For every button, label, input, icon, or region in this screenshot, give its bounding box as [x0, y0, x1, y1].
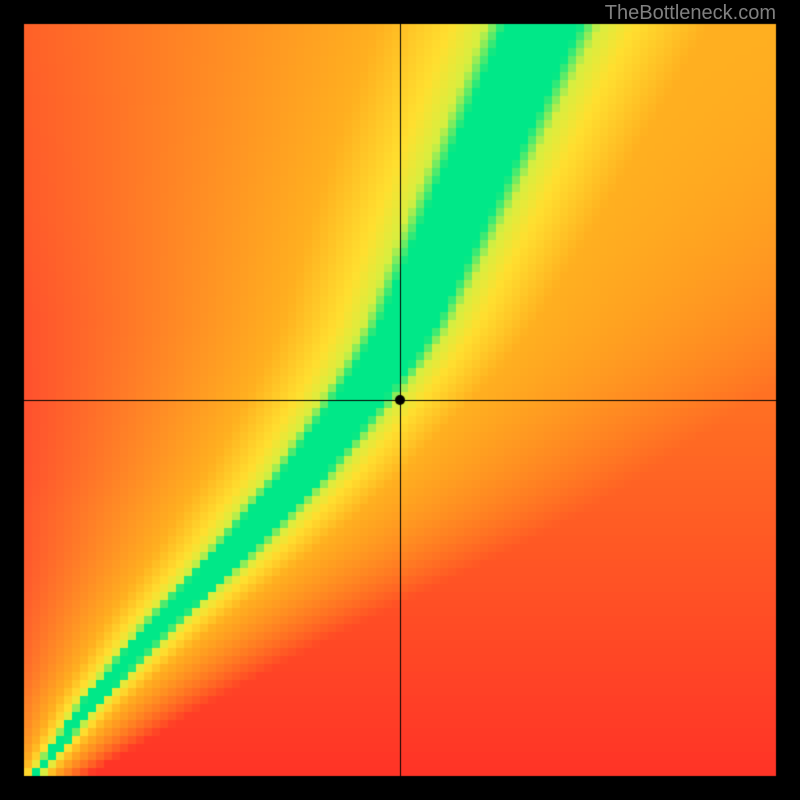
- bottleneck-heatmap: [0, 0, 800, 800]
- watermark-text: TheBottleneck.com: [605, 2, 776, 25]
- chart-container: { "watermark": { "text": "TheBottleneck.…: [0, 0, 800, 800]
